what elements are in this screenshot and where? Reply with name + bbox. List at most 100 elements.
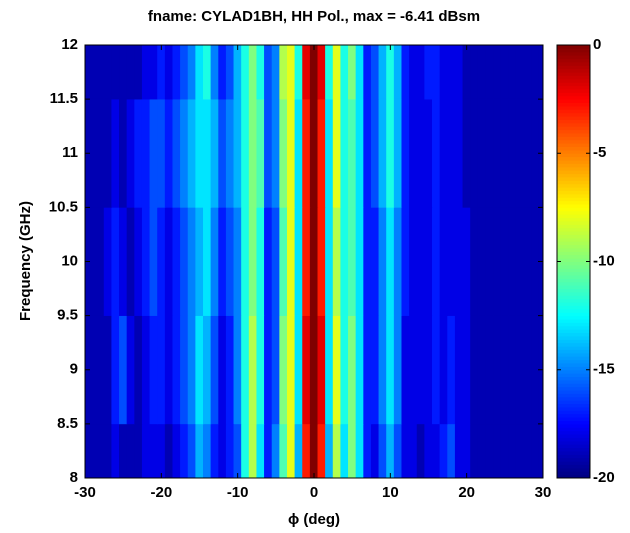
colorbar-swatch xyxy=(557,116,590,120)
heatmap-cell xyxy=(264,45,273,100)
y-tick-label: 10.5 xyxy=(49,198,78,215)
heatmap-cell xyxy=(103,207,113,316)
heatmap-cell xyxy=(233,45,242,100)
heatmap-cell xyxy=(493,98,502,208)
heatmap-cell xyxy=(309,207,319,316)
heatmap-cell xyxy=(157,207,166,316)
colorbar-tick-label: 0 xyxy=(593,36,601,53)
colorbar-swatch xyxy=(557,359,590,364)
colorbar-swatch xyxy=(557,231,590,235)
heatmap-cell xyxy=(409,98,418,208)
heatmap-cell xyxy=(134,98,143,208)
colorbar-swatch xyxy=(557,261,590,266)
heatmap-cell xyxy=(225,98,235,208)
heatmap-cell xyxy=(294,315,303,425)
colorbar-swatch xyxy=(557,176,590,181)
heatmap-cell xyxy=(470,207,479,316)
heatmap-cell xyxy=(271,45,280,100)
colorbar-swatch xyxy=(557,437,590,442)
colorbar-swatch xyxy=(557,281,590,286)
colorbar-swatch xyxy=(557,126,590,131)
heatmap-cell xyxy=(538,45,543,100)
heatmap-cell xyxy=(88,45,97,100)
heatmap-cell xyxy=(225,315,235,425)
heatmap-cell xyxy=(187,207,196,316)
colorbar-swatch xyxy=(557,119,590,124)
heatmap-cell xyxy=(302,98,311,208)
heatmap-cell xyxy=(172,207,181,316)
colorbar-swatch xyxy=(557,45,590,49)
heatmap-cell xyxy=(126,98,135,208)
colorbar-swatch xyxy=(557,193,590,198)
colorbar-swatch xyxy=(557,72,590,76)
heatmap-cell xyxy=(256,98,265,208)
colorbar-swatch xyxy=(557,410,590,415)
heatmap-cell xyxy=(241,98,250,208)
colorbar-swatch xyxy=(557,271,590,276)
colorbar-swatch xyxy=(557,386,590,391)
colorbar-swatch xyxy=(557,325,590,330)
heatmap-cell xyxy=(96,98,105,208)
colorbar-tick-label: -5 xyxy=(593,144,606,161)
heatmap-cell xyxy=(439,207,448,316)
heatmap-cell xyxy=(454,45,464,100)
heatmap-cell xyxy=(111,98,120,208)
colorbar-swatch xyxy=(557,427,590,432)
colorbar-swatch xyxy=(557,88,590,93)
colorbar-swatch xyxy=(557,234,590,239)
colorbar-swatch xyxy=(557,183,590,188)
colorbar-swatch xyxy=(557,291,590,296)
heatmap-cell xyxy=(195,315,204,425)
heatmap-cell xyxy=(332,98,342,208)
heatmap-cell xyxy=(264,207,273,316)
y-tick-label: 8 xyxy=(70,469,78,486)
heatmap-cell xyxy=(393,315,403,425)
heatmap-cell xyxy=(508,315,517,425)
heatmap-cell xyxy=(439,98,448,208)
heatmap-cell xyxy=(401,315,410,425)
heatmap-cell xyxy=(454,98,464,208)
heatmap xyxy=(85,45,543,478)
heatmap-cell xyxy=(241,315,250,425)
heatmap-cell xyxy=(370,45,380,100)
heatmap-cell xyxy=(508,207,517,316)
heatmap-cell xyxy=(363,207,372,316)
x-tick-label: 0 xyxy=(310,484,318,501)
colorbar-swatch xyxy=(557,403,590,408)
heatmap-cell xyxy=(248,207,258,316)
heatmap-cell xyxy=(210,207,219,316)
heatmap-cell xyxy=(264,315,273,425)
heatmap-cell xyxy=(225,207,235,316)
heatmap-cell xyxy=(378,315,387,425)
heatmap-cell xyxy=(325,98,334,208)
colorbar-swatch xyxy=(557,322,590,327)
colorbar-swatch xyxy=(557,197,590,202)
heatmap-cell xyxy=(531,45,540,100)
heatmap-cell xyxy=(477,45,487,100)
heatmap-cell xyxy=(218,315,227,425)
colorbar-swatch xyxy=(557,362,590,367)
heatmap-cell xyxy=(218,45,227,100)
colorbar-swatch xyxy=(557,102,590,107)
heatmap-cell xyxy=(286,45,296,100)
heatmap-cell xyxy=(279,45,288,100)
heatmap-cell xyxy=(126,45,135,100)
heatmap-cell xyxy=(340,315,349,425)
heatmap-cell xyxy=(241,207,250,316)
colorbar-swatch xyxy=(557,356,590,361)
heatmap-cell xyxy=(401,45,410,100)
heatmap-cell xyxy=(149,315,158,425)
x-tick-label: 20 xyxy=(458,484,475,501)
heatmap-cell xyxy=(309,45,319,100)
colorbar-swatch xyxy=(557,78,590,83)
colorbar-swatch xyxy=(557,112,590,117)
colorbar-swatch xyxy=(557,450,590,455)
colorbar-swatch xyxy=(557,95,590,100)
heatmap-cell xyxy=(111,45,120,100)
colorbar-swatch xyxy=(557,220,590,225)
heatmap-cell xyxy=(432,45,441,100)
colorbar-swatch xyxy=(557,308,590,313)
heatmap-cell xyxy=(141,315,151,425)
heatmap-cell xyxy=(500,315,509,425)
heatmap-cell xyxy=(393,45,403,100)
